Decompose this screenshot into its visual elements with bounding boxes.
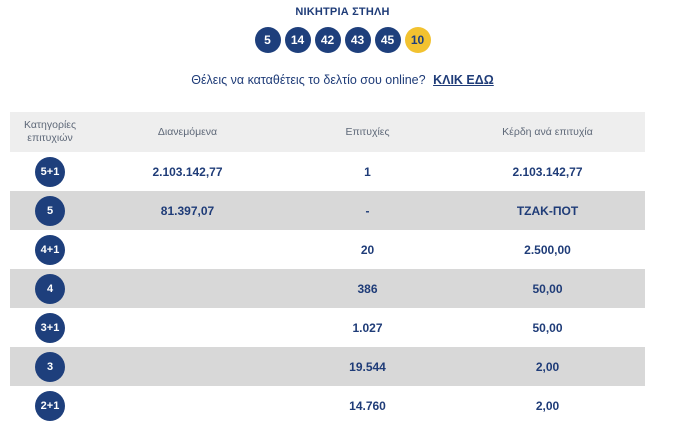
table-row: 4 386 50,00 [10,269,645,308]
number-ball: 45 [374,27,401,53]
table-row: 2+1 14.760 2,00 [10,386,645,425]
prize-cell: 50,00 [532,320,563,335]
distributed-cell: 81.397,07 [160,203,215,218]
winners-cell: - [365,203,370,218]
winners-cell: 20 [360,242,375,257]
prize-cell: ΤΖΑΚ-ΠΟΤ [516,203,579,218]
number-ball: 14 [284,27,311,53]
number-ball: 43 [344,27,371,53]
category-badge: 3+1 [35,312,65,343]
table-header: Κατηγορίες επιτυχιών Διανεμόμενα Επιτυχί… [10,112,645,152]
distributed-cell: 2.103.142,77 [152,164,223,179]
prize-cell: 50,00 [532,281,563,296]
prize-cell: 2,00 [535,398,560,413]
winners-cell: 1 [364,164,371,179]
table-row: 4+1 20 2.500,00 [10,230,645,269]
category-badge: 3 [35,351,65,382]
table-row: 5+1 2.103.142,77 1 2.103.142,77 [10,152,645,191]
winners-cell: 14.760 [349,398,386,413]
prize-cell: 2.500,00 [524,242,571,257]
category-badge: 5+1 [35,156,65,187]
table-row: 3 19.544 2,00 [10,347,645,386]
category-badge: 5 [35,195,65,226]
joker-ball: 10 [404,27,431,53]
category-badge: 4 [35,273,65,304]
table-row: 3+1 1.027 50,00 [10,308,645,347]
winners-cell: 386 [357,281,378,296]
header-category: Κατηγορίες επιτυχιών [23,119,77,144]
header-winners: Επιτυχίες [345,126,390,138]
number-ball: 5 [254,27,281,53]
online-promo: Θέλεις να καταθέτεις το δελτίο σου onlin… [0,73,685,87]
category-badge: 4+1 [35,234,65,265]
category-badge: 2+1 [35,390,65,421]
prize-cell: 2,00 [535,359,560,374]
winners-cell: 1.027 [352,320,383,335]
table-row: 5 81.397,07 - ΤΖΑΚ-ΠΟΤ [10,191,645,230]
header-prize: Κέρδη ανά επιτυχία [502,126,593,138]
header-distributed: Διανεμόμενα [157,126,218,138]
winning-numbers: 5 14 42 43 45 10 [0,27,685,53]
winners-cell: 19.544 [349,359,386,374]
winning-column-title: ΝΙΚΗΤΡΙΑ ΣΤΗΛΗ [295,6,390,18]
promo-text: Θέλεις να καταθέτεις το δελτίο σου onlin… [191,73,426,87]
click-here-link[interactable]: ΚΛΙΚ ΕΔΩ [433,73,494,87]
prize-cell: 2.103.142,77 [512,164,583,179]
number-ball: 42 [314,27,341,53]
prize-table: Κατηγορίες επιτυχιών Διανεμόμενα Επιτυχί… [10,112,645,425]
